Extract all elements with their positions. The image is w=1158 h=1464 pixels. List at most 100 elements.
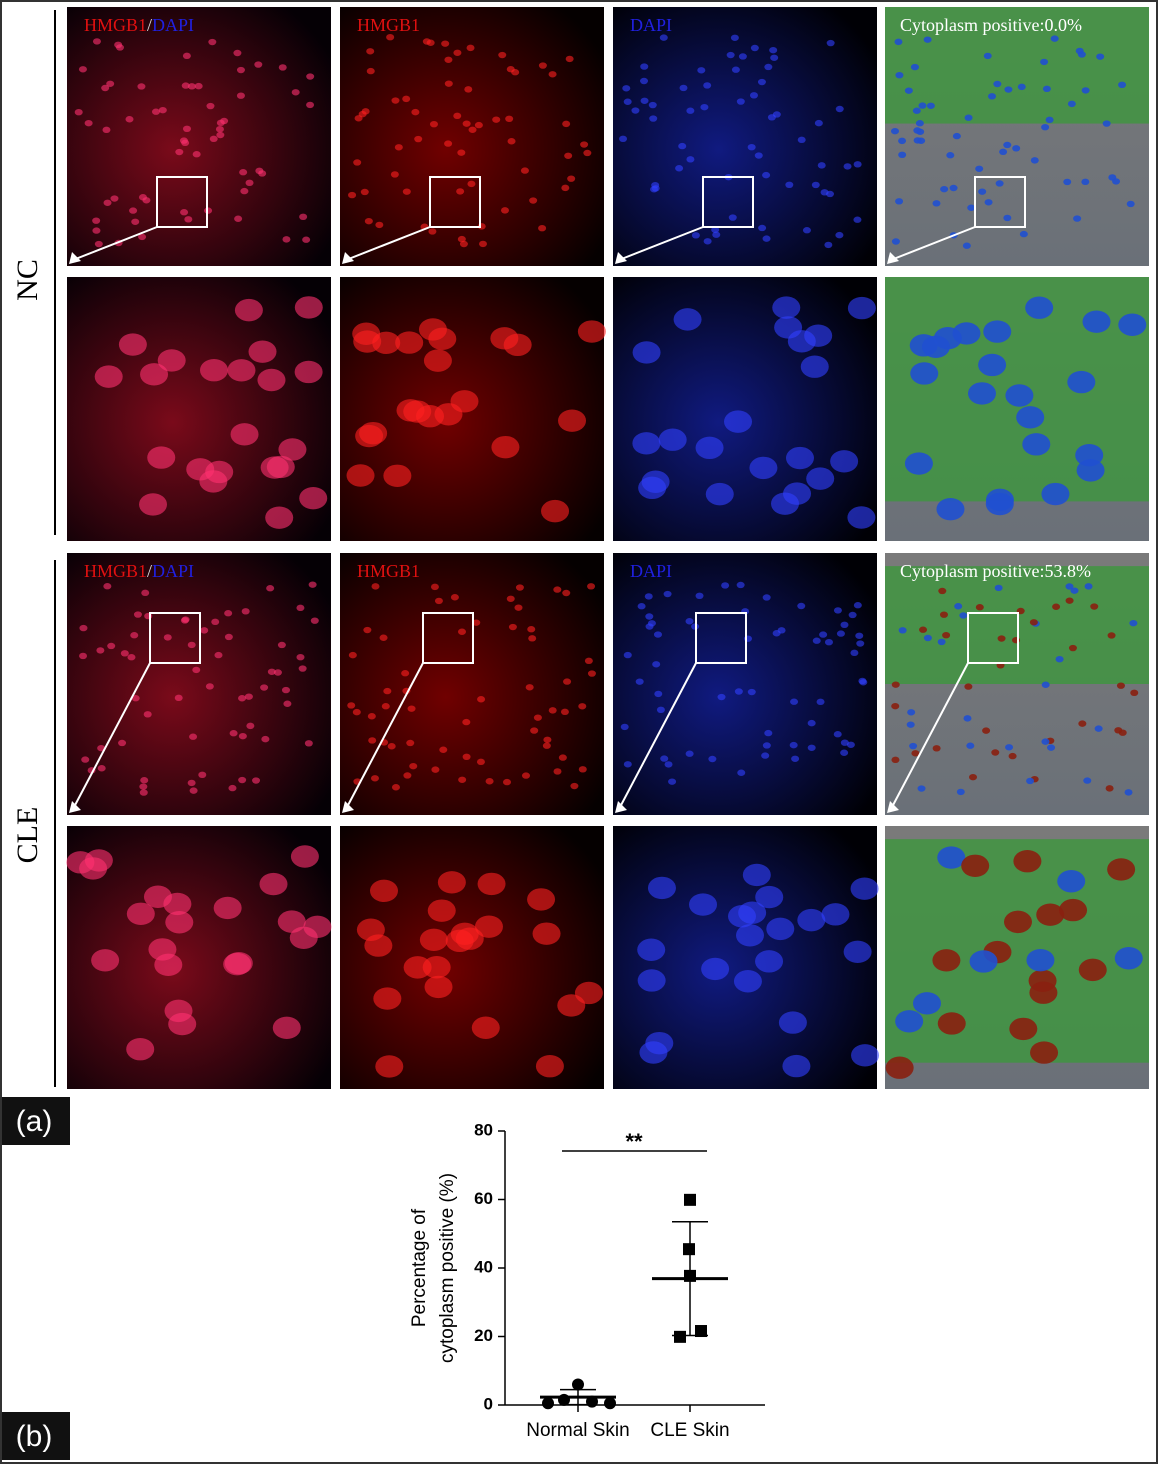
nucleus	[906, 721, 915, 728]
nucleus	[299, 213, 308, 221]
nucleus	[371, 583, 380, 590]
nucleus	[567, 175, 576, 182]
nucleus	[1057, 870, 1086, 893]
nucleus	[353, 159, 362, 166]
nucleus	[891, 756, 900, 764]
nucleus	[120, 650, 129, 657]
nucleus	[1126, 200, 1135, 208]
nucleus	[824, 638, 833, 646]
nucleus	[352, 708, 361, 716]
nucleus	[296, 653, 305, 661]
image-panel	[613, 553, 877, 815]
nucleus	[360, 188, 369, 196]
nucleus	[464, 86, 473, 93]
nucleus	[91, 949, 120, 972]
nucleus	[94, 365, 123, 388]
caption-part: Cytoplasm positive:0.0%	[900, 15, 1082, 35]
nucleus	[402, 95, 411, 103]
y-tick-label: 40	[474, 1257, 493, 1276]
nucleus	[1005, 744, 1014, 751]
nucleus	[807, 719, 816, 727]
nucleus	[125, 116, 134, 123]
nucleus	[355, 424, 384, 448]
caption-part: HMGB1	[357, 15, 420, 35]
nucleus	[658, 428, 687, 451]
nucleus	[548, 707, 557, 714]
nucleus	[394, 144, 403, 151]
nucleus	[94, 240, 103, 248]
nucleus	[498, 51, 507, 59]
nucleus	[898, 627, 907, 634]
nucleus	[244, 693, 253, 700]
nucleus	[640, 63, 649, 70]
nucleus	[477, 696, 486, 703]
arrow-head	[69, 801, 81, 813]
y-axis-label: Percentage of	[409, 1208, 430, 1327]
nucleus	[580, 141, 589, 148]
nucleus	[187, 779, 196, 787]
nucleus	[910, 63, 919, 71]
nucleus	[708, 755, 717, 763]
nucleus	[750, 44, 759, 52]
nucleus	[686, 156, 695, 163]
y-axis-label: cytoplasm positive (%)	[437, 1173, 458, 1363]
nucleus	[578, 703, 587, 710]
nucleus	[383, 687, 392, 695]
nucleus	[807, 744, 816, 751]
caption-part: HMGB1	[357, 561, 420, 581]
nucleus	[508, 623, 517, 631]
nucleus	[1029, 619, 1038, 626]
arrow-head	[887, 252, 899, 264]
nucleus	[1116, 682, 1125, 689]
nucleus	[726, 51, 735, 59]
nucleus	[139, 783, 148, 790]
nucleus	[949, 184, 958, 192]
x-tick-label: Normal Skin	[526, 1420, 629, 1441]
nucleus	[939, 611, 948, 618]
nucleus	[640, 77, 649, 85]
nucleus	[664, 761, 673, 768]
nucleus	[110, 195, 119, 202]
nucleus	[843, 940, 872, 963]
nucleus	[964, 114, 973, 121]
nucleus	[306, 101, 315, 109]
nucleus	[1040, 58, 1049, 66]
nucleus	[855, 632, 864, 639]
nucleus	[790, 698, 799, 705]
data-point	[674, 1330, 686, 1343]
nucleus	[97, 765, 106, 772]
nucleus	[641, 470, 670, 493]
nucleus	[1068, 644, 1077, 652]
nucleus	[214, 651, 223, 659]
nucleus	[891, 238, 900, 245]
nucleus	[278, 64, 287, 71]
nucleus	[1047, 744, 1056, 751]
nucleus	[457, 628, 466, 635]
nucleus	[703, 238, 712, 245]
nucleus	[639, 1041, 668, 1064]
nucleus	[515, 584, 524, 591]
nucleus	[458, 776, 467, 783]
nucleus	[1078, 958, 1107, 982]
nucleus	[184, 216, 193, 223]
nucleus	[942, 631, 951, 639]
nucleus	[131, 218, 140, 225]
nucleus	[940, 185, 949, 193]
nucleus	[988, 93, 997, 100]
zoom-box	[702, 176, 754, 228]
data-point	[695, 1325, 707, 1338]
nucleus	[260, 684, 269, 691]
nucleus	[507, 138, 516, 145]
nucleus	[431, 766, 440, 773]
significance-label: **	[625, 1129, 643, 1154]
nucleus	[299, 486, 328, 510]
nucleus	[1022, 433, 1051, 456]
nucleus	[396, 399, 425, 422]
nucleus	[148, 938, 177, 961]
nucleus	[492, 116, 501, 123]
nucleus	[1102, 120, 1111, 127]
nucleus	[401, 670, 410, 677]
nucleus	[528, 635, 537, 642]
nucleus	[199, 359, 228, 382]
nucleus	[462, 753, 471, 761]
